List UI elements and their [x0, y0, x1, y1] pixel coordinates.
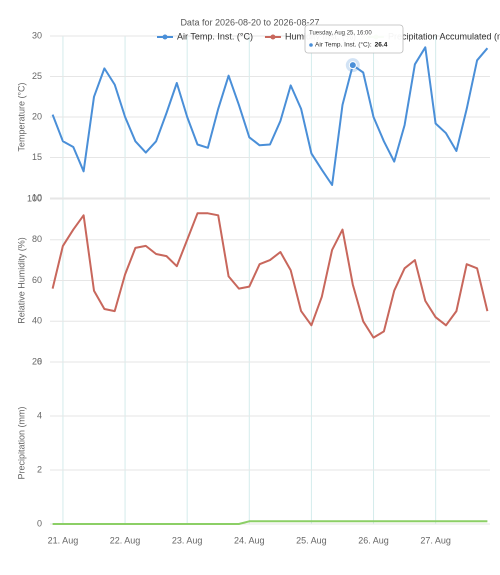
legend-label: Air Temp. Inst. (°C): [177, 31, 253, 41]
y-tick-label: 0: [37, 518, 42, 528]
x-tick-label: 24. Aug: [234, 535, 265, 545]
y-tick-label: 6: [37, 356, 42, 366]
tooltip-bullet: [309, 43, 313, 47]
x-tick-label: 23. Aug: [172, 535, 203, 545]
y-tick-label: 40: [32, 316, 42, 326]
y-tick-label: 2: [37, 464, 42, 474]
y-tick-label: 20: [32, 111, 42, 121]
x-tick-label: 22. Aug: [110, 535, 141, 545]
legend-label: Precipitation Accumulated (mm): [388, 31, 500, 41]
series-line: [52, 520, 488, 525]
hover-point: [348, 61, 357, 70]
grid: [50, 35, 490, 525]
tooltip-title: Tuesday, Aug 25, 16:00: [309, 31, 372, 37]
y-tick-label: 80: [32, 234, 42, 244]
tooltip-value: 26.4: [375, 42, 388, 49]
y-tick-label: 100: [27, 193, 42, 203]
legend-marker: [162, 34, 168, 40]
y-tick-label: 30: [32, 30, 42, 40]
y-tick-label: 60: [32, 275, 42, 285]
y-axis-label: Relative Humidity (%): [16, 237, 26, 324]
legend-marker: [270, 34, 276, 40]
y-tick-label: 4: [37, 410, 42, 420]
series: [51, 46, 489, 525]
y-axis-label: Precipitation (mm): [16, 406, 26, 479]
tooltip-box: [304, 24, 404, 54]
x-tick-label: 26. Aug: [358, 535, 389, 545]
x-tick-label: 27. Aug: [420, 535, 451, 545]
y-tick-label: 25: [32, 71, 42, 81]
y-tick-label: 20: [32, 356, 42, 366]
tooltip: Tuesday, Aug 25, 16:00 Air Temp. Inst. (°…: [304, 24, 404, 54]
y-tick-label: 15: [32, 152, 42, 162]
x-tick-label: 25. Aug: [296, 535, 327, 545]
x-tick-label: 21. Aug: [48, 535, 79, 545]
series-line: [51, 212, 489, 339]
chart-title: Data for 2026-08-20 to 2026-08-27: [180, 17, 319, 27]
tooltip-label: Air Temp. Inst. (°C):: [315, 41, 372, 49]
y-tick-label: 10: [32, 192, 42, 202]
series-line: [51, 46, 489, 186]
y-axis-label: Temperature (°C): [16, 82, 26, 151]
